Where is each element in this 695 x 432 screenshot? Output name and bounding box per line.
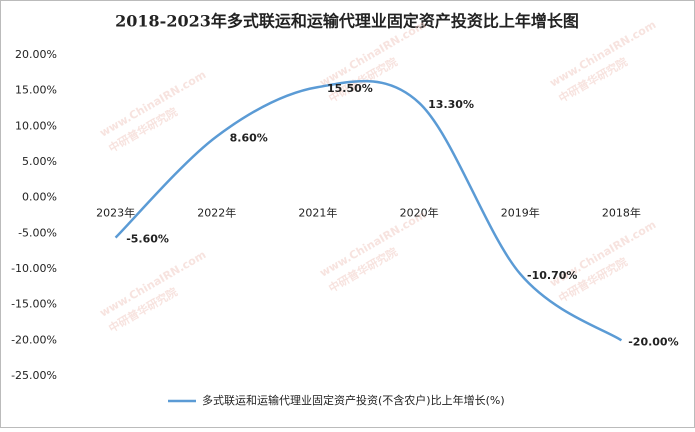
value-label: -10.70% <box>527 269 577 282</box>
x-tick-label: 2022年 <box>197 206 236 220</box>
y-tick-label: -25.00% <box>11 369 57 382</box>
y-tick-label: 5.00% <box>22 155 57 168</box>
y-tick-label: -20.00% <box>11 333 57 346</box>
chart-title: 2018-2023年多式联运和运输代理业固定资产投资比上年增长图 <box>115 12 579 31</box>
y-tick-label: 15.00% <box>15 84 57 97</box>
value-label: 15.50% <box>327 82 373 95</box>
line <box>114 79 623 342</box>
value-label: -5.60% <box>126 233 169 246</box>
value-label: 13.30% <box>428 98 474 111</box>
x-tick-label: 2023年 <box>96 206 135 220</box>
x-tick-label: 2019年 <box>501 206 540 220</box>
y-tick-label: -5.00% <box>18 226 57 239</box>
x-tick-label: 2020年 <box>400 206 439 220</box>
y-tick-label: -10.00% <box>11 262 57 275</box>
legend-label: 多式联运和运输代理业固定资产投资(不含农户)比上年增长(%) <box>202 393 505 407</box>
y-tick-label: -15.00% <box>11 298 57 311</box>
y-tick-label: 0.00% <box>22 191 57 204</box>
value-label: 8.60% <box>230 131 268 144</box>
y-tick-label: 10.00% <box>15 119 57 132</box>
x-tick-label: 2021年 <box>298 206 337 220</box>
y-tick-label: 20.00% <box>15 48 57 61</box>
value-label: -20.00% <box>628 335 678 348</box>
x-tick-label: 2018年 <box>602 206 641 220</box>
